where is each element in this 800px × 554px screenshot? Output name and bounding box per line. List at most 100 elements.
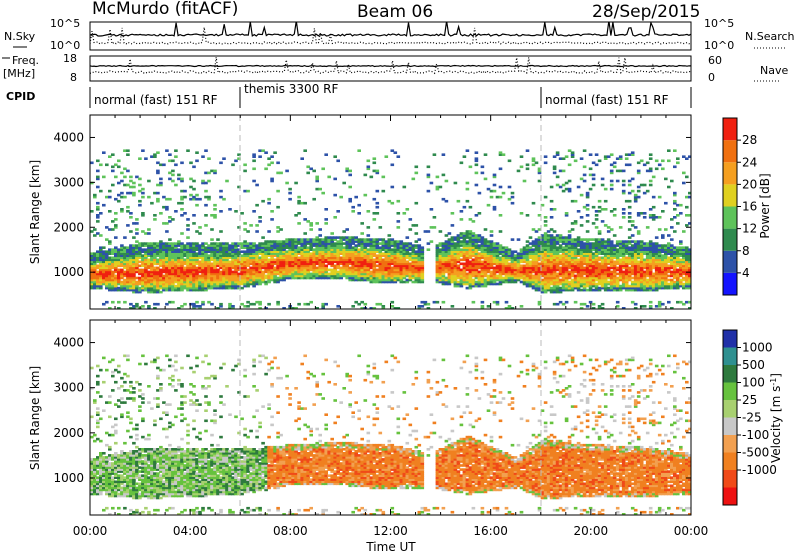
- power-cell: [177, 248, 181, 251]
- power-cell: [657, 302, 662, 306]
- power-cell: [327, 272, 331, 276]
- power-cell: [435, 246, 440, 249]
- power-cell: [399, 280, 404, 284]
- power-cell: [606, 258, 611, 262]
- power-cell: [234, 250, 238, 253]
- power-cell: [192, 264, 196, 268]
- power-cell: [252, 252, 256, 255]
- power-cell: [468, 234, 473, 237]
- power-cell: [630, 260, 635, 264]
- power-cell: [393, 246, 398, 249]
- power-cell: [492, 208, 497, 211]
- power-cell: [237, 248, 241, 251]
- power-cell: [141, 272, 145, 276]
- power-cell: [327, 262, 331, 266]
- power-cell: [198, 244, 202, 247]
- power-cell: [162, 288, 166, 292]
- power-cell: [534, 286, 539, 290]
- power-cell: [354, 260, 358, 264]
- power-cell: [591, 307, 596, 309]
- power-cell: [396, 266, 401, 270]
- power-cell: [351, 254, 355, 257]
- power-cell: [228, 302, 232, 306]
- power-cell: [615, 179, 620, 183]
- power-cell: [444, 270, 449, 274]
- power-cell: [375, 276, 380, 280]
- power-cell: [204, 262, 208, 266]
- power-cell: [267, 270, 271, 274]
- power-cell: [213, 284, 217, 288]
- power-cell: [165, 268, 169, 272]
- power-cell: [585, 193, 590, 197]
- power-cell: [399, 242, 404, 245]
- power-cell: [261, 262, 265, 266]
- power-cell: [414, 258, 419, 262]
- power-cell: [372, 244, 377, 247]
- power-cell: [192, 268, 196, 272]
- power-cell: [336, 246, 340, 249]
- power-cell: [661, 270, 665, 274]
- power-cell: [561, 266, 566, 270]
- power-cell: [108, 210, 112, 213]
- power-cell: [219, 258, 223, 262]
- power-cell: [483, 244, 488, 247]
- power-cell: [180, 270, 184, 274]
- power-cell: [129, 246, 133, 249]
- power-cell: [237, 276, 241, 280]
- power-cell: [351, 236, 355, 239]
- power-cell: [615, 282, 620, 286]
- power-cell: [387, 262, 392, 266]
- power-cell: [474, 264, 479, 268]
- power-cell: [657, 252, 662, 255]
- power-cell: [372, 260, 377, 264]
- power-cell: [489, 266, 494, 270]
- power-cell: [624, 270, 629, 274]
- power-cell: [243, 280, 247, 284]
- power-cell: [384, 270, 389, 274]
- power-cell: [297, 266, 301, 270]
- power-cell: [300, 244, 304, 247]
- power-cell: [651, 266, 656, 270]
- power-cell: [645, 284, 650, 288]
- power-cell: [303, 272, 307, 276]
- power-cell: [540, 248, 545, 251]
- power-cell: [345, 246, 349, 249]
- power-cell: [108, 242, 112, 245]
- power-cell: [120, 210, 124, 213]
- power-cell: [462, 256, 467, 260]
- power-cell: [285, 242, 289, 245]
- power-cell: [240, 282, 244, 286]
- power-cell: [441, 264, 446, 268]
- power-cell: [648, 256, 653, 260]
- power-cell: [132, 307, 136, 309]
- power-cell: [96, 284, 100, 288]
- power-cell: [342, 181, 346, 185]
- power-cell: [117, 159, 121, 163]
- power-cell: [618, 278, 623, 282]
- power-cell: [363, 173, 368, 177]
- power-cell: [333, 274, 337, 278]
- power-cell: [132, 246, 136, 249]
- power-cell: [216, 278, 220, 282]
- power-cell: [177, 282, 181, 286]
- power-cell: [447, 246, 452, 249]
- power-cell: [555, 278, 560, 282]
- power-cell: [147, 250, 151, 253]
- power-cell: [444, 280, 449, 284]
- power-cell: [654, 268, 659, 272]
- power-cell: [627, 260, 632, 264]
- power-cell: [387, 274, 392, 278]
- power-cell: [360, 248, 364, 251]
- power-cell: [477, 264, 482, 268]
- power-cell: [273, 258, 277, 262]
- power-cell: [150, 155, 154, 158]
- power-cell: [264, 246, 268, 249]
- power-cell: [375, 272, 380, 276]
- power-cell: [600, 244, 605, 247]
- power-cell: [480, 242, 485, 245]
- power-cell: [624, 258, 629, 262]
- power-cell: [564, 236, 569, 239]
- power-cell: [633, 288, 638, 292]
- power-cell: [477, 254, 482, 257]
- power-cell: [267, 268, 271, 272]
